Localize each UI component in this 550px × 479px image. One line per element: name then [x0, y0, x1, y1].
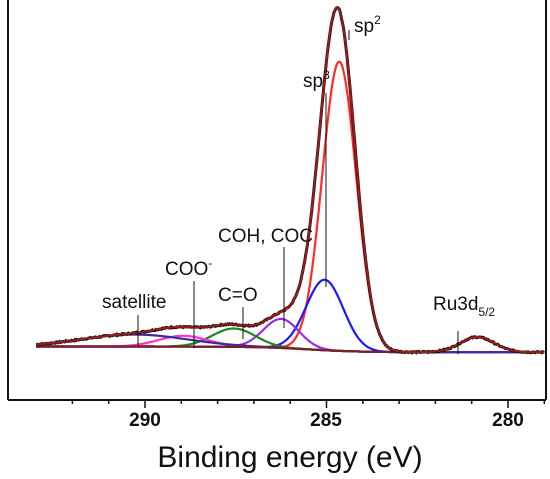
annotation-sp3-sup: 3 — [323, 68, 330, 82]
annotation-c-o-text: C=O — [218, 285, 258, 306]
svg-text:sp3: sp3 — [303, 68, 330, 92]
annotation-ru3d-text: Ru3d — [433, 294, 478, 315]
tick-labels: 290 285 280 — [129, 410, 524, 431]
component-sp3-curve — [36, 278, 545, 354]
tick-label-285: 285 — [310, 410, 342, 431]
annotation-ru3d: Ru3d5/2 — [433, 294, 495, 354]
annotation-sp2-text: sp — [354, 16, 374, 37]
svg-text:COO-: COO- — [165, 256, 212, 280]
x-axis-title: Binding energy (eV) — [157, 441, 422, 474]
svg-text:Ru3d5/2: Ru3d5/2 — [433, 294, 495, 319]
fit-envelope-curve — [36, 6, 545, 354]
annotation-sp2-sup: 2 — [374, 13, 381, 27]
annotation-coh-coc-text: COH, COC — [218, 226, 313, 247]
x-ticks — [71, 400, 546, 408]
annotation-c-o: C=O — [218, 285, 258, 339]
annotation-coo-sup: - — [208, 256, 212, 270]
annotations: sp2 sp3 COH, COC C=O COO- satellite Ru3d… — [102, 13, 495, 354]
annotation-coo: COO- — [165, 256, 212, 348]
curves — [35, 5, 545, 355]
annotation-satellite: satellite — [102, 292, 166, 346]
annotation-coh-coc: COH, COC — [218, 226, 313, 328]
annotation-satellite-text: satellite — [102, 292, 166, 313]
annotation-sp3-text: sp — [303, 71, 323, 92]
svg-text:sp2: sp2 — [354, 13, 381, 37]
annotation-coo-text: COO — [165, 259, 208, 280]
annotation-ru3d-sub: 5/2 — [478, 305, 495, 319]
annotation-sp3: sp3 — [303, 68, 330, 287]
tick-label-280: 280 — [492, 410, 524, 431]
tick-label-290: 290 — [129, 410, 161, 431]
annotation-sp2: sp2 — [348, 13, 381, 40]
